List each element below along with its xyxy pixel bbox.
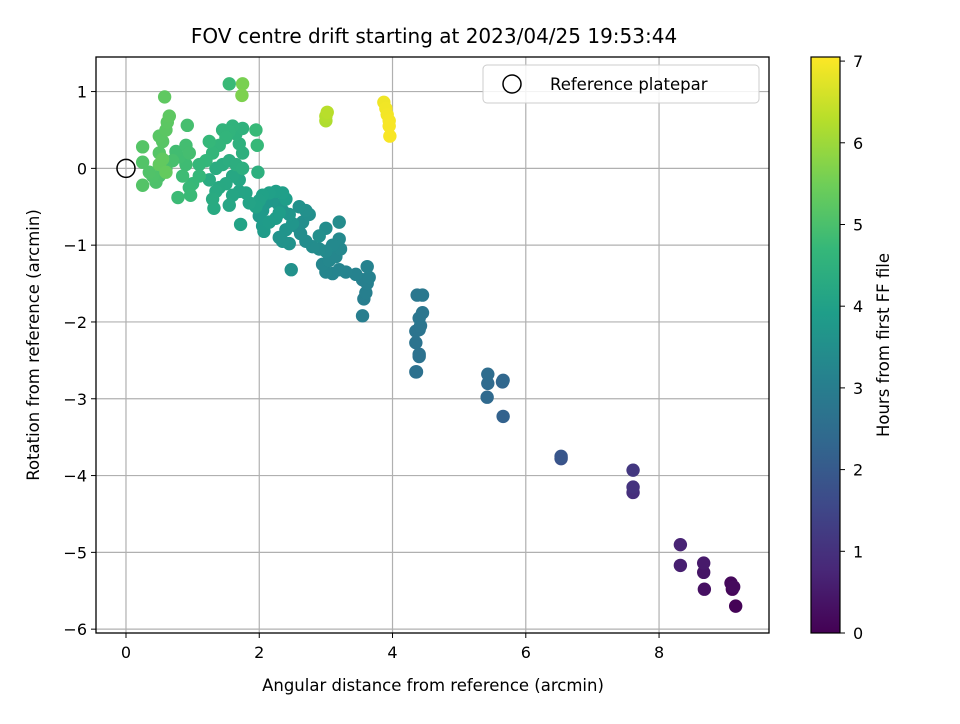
colorbar-gradient — [810, 56, 841, 634]
data-point — [496, 409, 510, 424]
data-point — [382, 119, 396, 133]
data-point — [415, 306, 430, 320]
data-point — [222, 77, 236, 91]
colorbar-tick-label: 4 — [853, 297, 863, 316]
data-point — [135, 155, 150, 169]
chart-title: FOV centre drift starting at 2023/04/25 … — [191, 24, 677, 48]
legend: Reference platepar — [482, 64, 760, 104]
colorbar-label: Hours from first FF file — [874, 253, 893, 437]
colorbar-tick-label: 6 — [853, 134, 863, 153]
y-axis-ticks: 1 0 −1 −2 −3 −4 −5 −6 — [63, 83, 96, 639]
data-point — [135, 140, 150, 154]
data-point — [728, 599, 743, 613]
data-point — [360, 259, 374, 274]
data-point — [222, 198, 236, 212]
data-point — [182, 146, 196, 160]
data-point — [332, 215, 346, 229]
y-tick-label: −1 — [63, 236, 87, 255]
data-point — [249, 123, 263, 137]
x-tick-label: 4 — [387, 643, 397, 662]
colorbar-ticks: 0 1 2 3 4 5 6 7 — [840, 52, 863, 643]
x-tick-label: 6 — [521, 643, 531, 662]
colorbar-tick-label: 3 — [853, 379, 863, 398]
data-point — [135, 178, 150, 192]
colorbar-tick-label: 1 — [853, 542, 863, 561]
data-point — [192, 157, 206, 172]
y-tick-label: 0 — [77, 159, 87, 178]
reference-platepar-marker — [116, 158, 136, 179]
colorbar-tick-label: 2 — [853, 461, 863, 480]
colorbar: 0 1 2 3 4 5 6 7 Hours from first FF file — [810, 52, 893, 643]
data-point — [415, 288, 430, 302]
legend-box — [482, 64, 760, 104]
data-point — [235, 77, 250, 91]
data-point — [673, 558, 688, 573]
grid-lines — [96, 57, 769, 633]
data-point — [673, 537, 688, 552]
data-point — [481, 376, 495, 391]
data-point — [142, 165, 157, 179]
data-point — [180, 118, 194, 133]
plot-area — [95, 56, 770, 634]
x-axis-ticks: 0 2 4 6 8 — [121, 633, 664, 662]
data-point — [349, 267, 363, 282]
data-point — [205, 192, 220, 206]
y-tick-label: −2 — [63, 313, 87, 332]
colorbar-tick-label: 0 — [853, 624, 863, 643]
data-point — [409, 335, 423, 350]
data-point — [235, 121, 250, 136]
data-point — [250, 138, 264, 153]
data-point — [362, 270, 376, 285]
data-point — [251, 165, 265, 179]
data-point — [162, 109, 176, 123]
data-point — [233, 217, 248, 232]
y-tick-label: −4 — [63, 467, 87, 486]
y-tick-label: −3 — [63, 390, 87, 409]
data-point — [412, 347, 426, 361]
data-point — [355, 309, 370, 323]
data-point — [409, 365, 424, 379]
data-point — [183, 188, 198, 202]
x-axis-label: Angular distance from reference (arcmin) — [262, 676, 604, 695]
data-point — [626, 480, 640, 494]
data-point — [696, 565, 711, 580]
y-tick-label: −5 — [63, 543, 87, 562]
data-point — [696, 556, 711, 570]
colorbar-tick-label: 5 — [853, 215, 863, 234]
legend-marker — [502, 74, 522, 94]
x-tick-label: 0 — [121, 643, 131, 662]
x-tick-label: 2 — [254, 643, 264, 662]
data-point — [235, 88, 249, 103]
y-axis-label: Rotation from reference (arcmin) — [24, 209, 43, 481]
data-point — [726, 580, 741, 594]
data-point — [554, 449, 568, 464]
colorbar-tick-label: 7 — [853, 52, 863, 71]
data-points — [135, 77, 743, 613]
data-point — [157, 90, 172, 104]
data-point — [235, 161, 250, 176]
data-point — [697, 582, 712, 596]
axes-frame — [95, 56, 770, 634]
data-point — [480, 390, 494, 404]
data-point — [272, 206, 286, 220]
data-point — [383, 129, 397, 143]
data-point — [496, 373, 510, 388]
data-point — [175, 169, 190, 183]
data-point — [312, 229, 326, 243]
data-point — [292, 200, 306, 214]
legend-entry-reference-platepar: Reference platepar — [550, 75, 708, 94]
y-tick-label: −6 — [63, 620, 87, 639]
y-tick-label: 1 — [77, 83, 87, 102]
data-point — [284, 263, 298, 277]
x-tick-label: 8 — [654, 643, 664, 662]
data-point — [320, 105, 334, 119]
data-point — [626, 463, 640, 477]
data-point — [159, 165, 173, 179]
data-point — [202, 134, 216, 149]
data-point — [171, 190, 185, 205]
data-point — [481, 367, 495, 381]
